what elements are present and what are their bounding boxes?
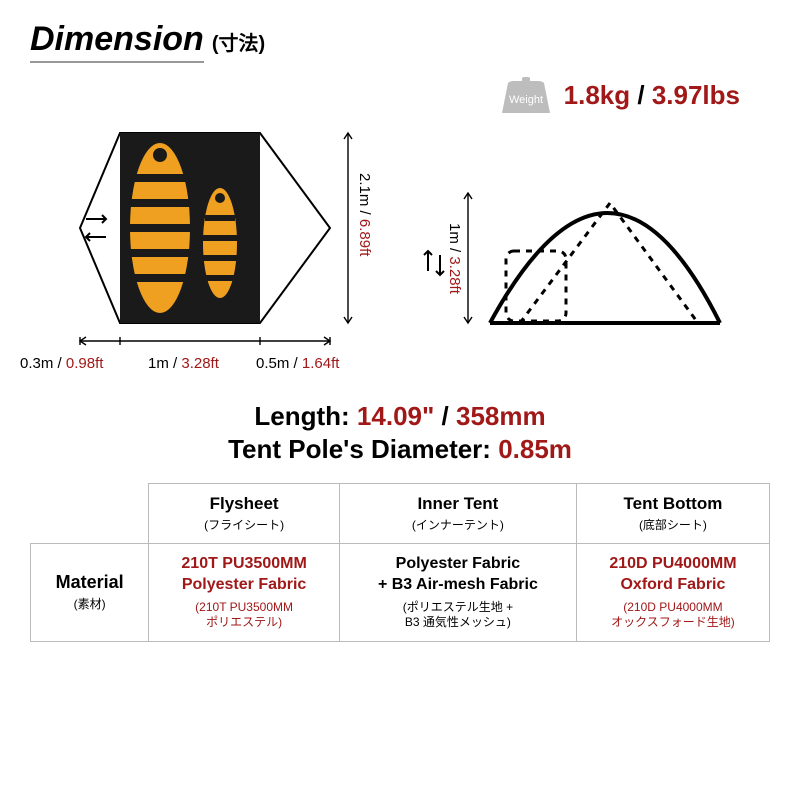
header: Dimension (寸法) <box>30 20 770 63</box>
col-tent-bottom: Tent Bottom (底部シート) <box>576 484 769 544</box>
table-header-row: Flysheet (フライシート) Inner Tent (インナーテント) T… <box>31 484 770 544</box>
weight-icon: Weight <box>498 75 554 115</box>
cell-bottom-main: 210D PU4000MM Oxford Fabric <box>609 555 736 593</box>
cell-bottom: 210D PU4000MM Oxford Fabric (210D PU4000… <box>576 544 769 642</box>
weight-kg: 1.8kg <box>564 80 631 110</box>
col-inner-tent: Inner Tent (インナーテント) <box>339 484 576 544</box>
material-table: Flysheet (フライシート) Inner Tent (インナーテント) T… <box>30 483 770 642</box>
col-flysheet: Flysheet (フライシート) <box>149 484 340 544</box>
top-view-width-mid: 1m / 3.28ft <box>148 355 219 372</box>
center-specs: Length: 14.09" / 358mm Tent Pole's Diame… <box>30 401 770 465</box>
side-view-diagram: 1m / 3.28ft <box>410 123 730 353</box>
top-view-diagram: 2.1m / 6.89ft 0.3m / 0.98ft 1m / 3.28ft … <box>30 123 370 383</box>
cell-bottom-sub: (210D PU4000MM オックスフォード生地) <box>585 600 761 631</box>
cell-flysheet: 210T PU3500MM Polyester Fabric (210T PU3… <box>149 544 340 642</box>
cell-flysheet-main: 210T PU3500MM Polyester Fabric <box>181 555 306 593</box>
weight-lbs: 3.97lbs <box>652 80 740 110</box>
weight-text: 1.8kg / 3.97lbs <box>564 80 740 111</box>
cell-flysheet-sub: (210T PU3500MM ポリエステル) <box>157 600 331 631</box>
weight-row: Weight 1.8kg / 3.97lbs <box>30 75 770 115</box>
top-view-height-label: 2.1m / 6.89ft <box>356 173 373 256</box>
weight-sep: / <box>630 80 652 110</box>
header-title-jp: (寸法) <box>212 27 265 56</box>
cell-inner-sub: (ポリエステル生地 + B3 通気性メッシュ) <box>348 600 568 631</box>
top-view-width-right: 0.5m / 1.64ft <box>256 355 339 372</box>
length-line: Length: 14.09" / 358mm <box>30 401 770 432</box>
weight-badge-label: Weight <box>509 94 543 106</box>
pole-line: Tent Pole's Diameter: 0.85m <box>30 434 770 465</box>
top-view-width-left: 0.3m / 0.98ft <box>20 355 103 372</box>
table-material-row: Material (素材) 210T PU3500MM Polyester Fa… <box>31 544 770 642</box>
side-view-height-label: 1m / 3.28ft <box>446 223 463 294</box>
row-material: Material (素材) <box>31 544 149 642</box>
cell-inner-main: Polyester Fabric + B3 Air-mesh Fabric <box>378 555 538 593</box>
header-title: Dimension <box>30 20 204 63</box>
table-corner <box>31 484 149 544</box>
cell-inner: Polyester Fabric + B3 Air-mesh Fabric (ポ… <box>339 544 576 642</box>
diagrams-row: 2.1m / 6.89ft 0.3m / 0.98ft 1m / 3.28ft … <box>30 123 770 383</box>
